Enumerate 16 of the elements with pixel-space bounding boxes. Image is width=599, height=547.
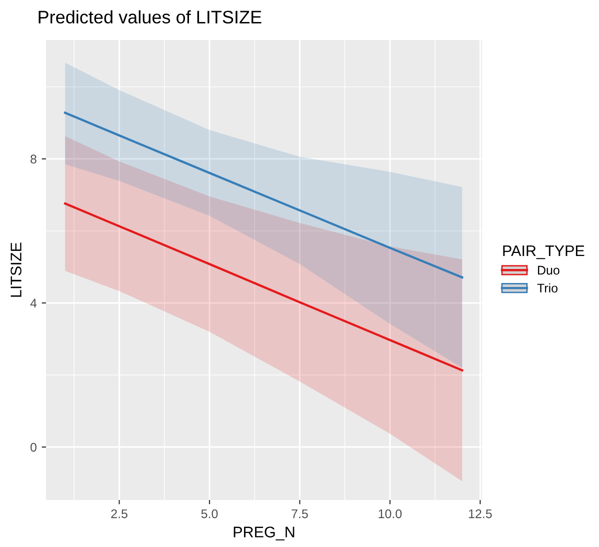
x-tick-label: 5.0 — [201, 509, 218, 518]
y-tick-label: 0 — [30, 442, 36, 452]
x-tick-label: 12.5 — [468, 509, 492, 518]
x-tick-label: 2.5 — [111, 509, 128, 518]
legend-label: Duo — [538, 266, 560, 275]
y-tick-label: 4 — [30, 298, 37, 308]
line-series — [64, 202, 464, 372]
legend-label: Trio — [537, 283, 558, 293]
x-tick-label: 7.5 — [292, 509, 308, 518]
x-tick-label: 10.0 — [378, 509, 402, 518]
legend-title: PAIR_TYPE — [503, 246, 584, 260]
y-axis-title: LITSIZE — [10, 242, 22, 297]
line-series — [64, 112, 464, 278]
x-axis-title: PREG_N — [234, 526, 294, 540]
chart-title: Predicted values of LITSIZE — [38, 10, 262, 24]
y-tick-label: 8 — [30, 154, 36, 164]
